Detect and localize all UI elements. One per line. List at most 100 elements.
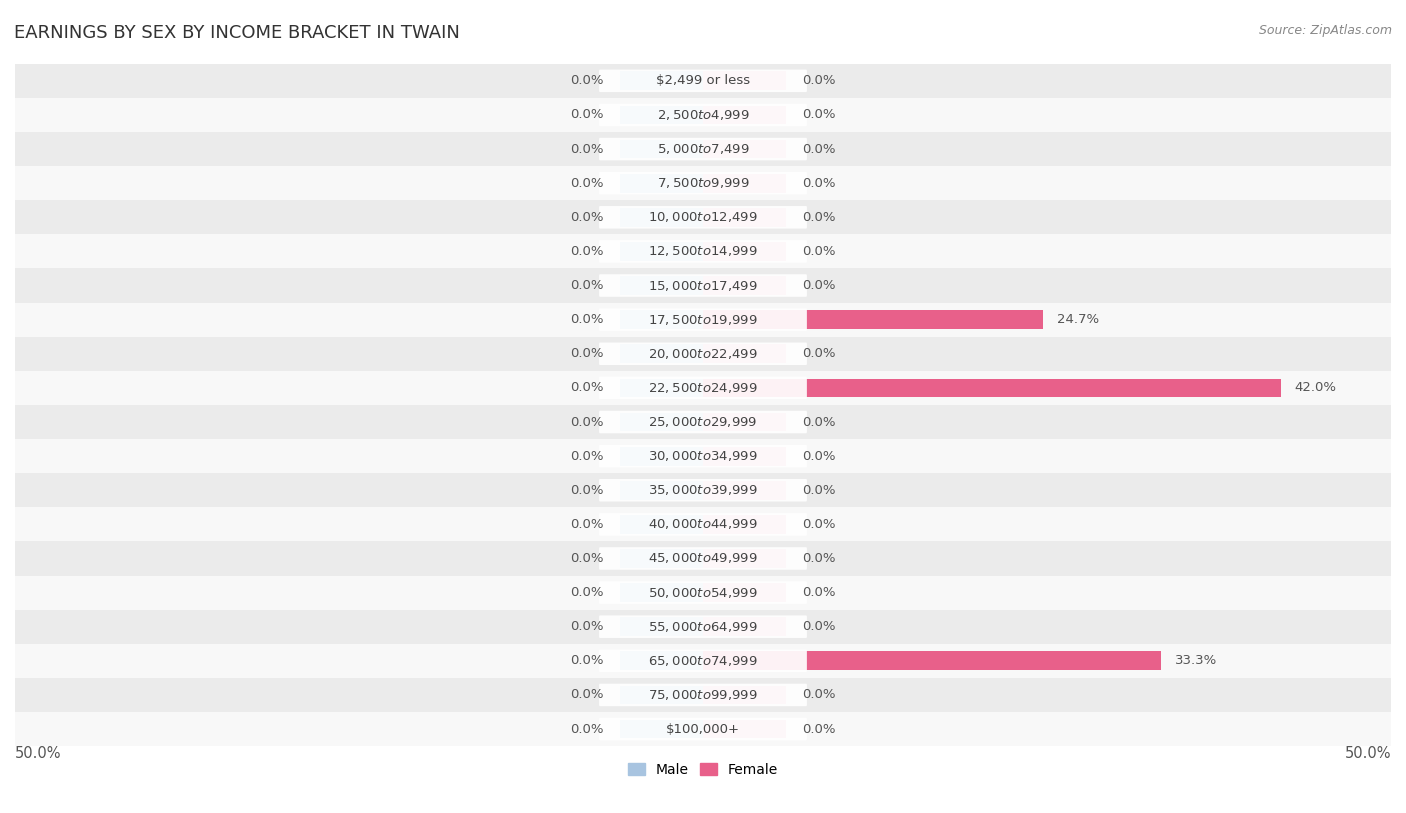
Text: 0.0%: 0.0%: [571, 347, 605, 360]
Text: $55,000 to $64,999: $55,000 to $64,999: [648, 620, 758, 633]
Legend: Male, Female: Male, Female: [628, 763, 778, 776]
Text: 0.0%: 0.0%: [801, 450, 835, 463]
FancyBboxPatch shape: [599, 411, 807, 433]
Text: 0.0%: 0.0%: [571, 381, 605, 394]
Bar: [15, 507, 1391, 541]
Bar: [620, 72, 703, 90]
Bar: [703, 311, 1043, 329]
Bar: [620, 106, 703, 124]
Bar: [15, 132, 1391, 166]
Text: 42.0%: 42.0%: [1295, 381, 1337, 394]
Text: $5,000 to $7,499: $5,000 to $7,499: [657, 142, 749, 156]
Bar: [15, 473, 1391, 507]
Bar: [15, 610, 1391, 644]
Bar: [703, 106, 786, 124]
Bar: [703, 447, 786, 466]
Bar: [703, 208, 786, 227]
Bar: [15, 63, 1391, 98]
FancyBboxPatch shape: [599, 172, 807, 194]
Text: Source: ZipAtlas.com: Source: ZipAtlas.com: [1258, 24, 1392, 37]
Bar: [703, 379, 1281, 398]
Bar: [620, 480, 703, 500]
Text: $12,500 to $14,999: $12,500 to $14,999: [648, 245, 758, 259]
Bar: [620, 174, 703, 193]
Text: 0.0%: 0.0%: [571, 415, 605, 428]
Text: 0.0%: 0.0%: [571, 108, 605, 121]
Bar: [703, 583, 786, 602]
FancyBboxPatch shape: [599, 650, 807, 672]
FancyBboxPatch shape: [599, 274, 807, 297]
Bar: [620, 379, 703, 398]
Bar: [620, 549, 703, 567]
Text: 0.0%: 0.0%: [801, 552, 835, 565]
FancyBboxPatch shape: [599, 138, 807, 160]
Bar: [703, 276, 786, 295]
FancyBboxPatch shape: [599, 718, 807, 741]
Text: $17,500 to $19,999: $17,500 to $19,999: [648, 313, 758, 327]
FancyBboxPatch shape: [599, 615, 807, 638]
Bar: [703, 345, 786, 363]
FancyBboxPatch shape: [599, 342, 807, 365]
Text: 0.0%: 0.0%: [801, 415, 835, 428]
Bar: [620, 242, 703, 261]
FancyBboxPatch shape: [599, 684, 807, 706]
Bar: [703, 242, 786, 261]
Text: 0.0%: 0.0%: [801, 347, 835, 360]
Bar: [15, 405, 1391, 439]
Text: $25,000 to $29,999: $25,000 to $29,999: [648, 415, 758, 429]
Text: 0.0%: 0.0%: [571, 689, 605, 702]
Text: 0.0%: 0.0%: [571, 211, 605, 224]
Bar: [620, 447, 703, 466]
Bar: [620, 583, 703, 602]
FancyBboxPatch shape: [599, 581, 807, 604]
Text: 33.3%: 33.3%: [1175, 654, 1218, 667]
Text: 0.0%: 0.0%: [801, 518, 835, 531]
Text: $20,000 to $22,499: $20,000 to $22,499: [648, 347, 758, 361]
Bar: [620, 720, 703, 738]
Text: 0.0%: 0.0%: [801, 723, 835, 736]
Bar: [15, 98, 1391, 132]
FancyBboxPatch shape: [599, 206, 807, 228]
Text: $40,000 to $44,999: $40,000 to $44,999: [648, 517, 758, 532]
Bar: [703, 413, 786, 432]
Text: 0.0%: 0.0%: [801, 74, 835, 87]
Text: EARNINGS BY SEX BY INCOME BRACKET IN TWAIN: EARNINGS BY SEX BY INCOME BRACKET IN TWA…: [14, 24, 460, 42]
Bar: [620, 276, 703, 295]
Text: 0.0%: 0.0%: [571, 74, 605, 87]
Bar: [15, 200, 1391, 234]
Text: $30,000 to $34,999: $30,000 to $34,999: [648, 449, 758, 463]
Text: $100,000+: $100,000+: [666, 723, 740, 736]
FancyBboxPatch shape: [599, 479, 807, 502]
Text: 0.0%: 0.0%: [571, 484, 605, 497]
Text: 50.0%: 50.0%: [1344, 746, 1391, 761]
Text: 0.0%: 0.0%: [571, 313, 605, 326]
FancyBboxPatch shape: [599, 104, 807, 126]
Text: 50.0%: 50.0%: [15, 746, 62, 761]
Text: $75,000 to $99,999: $75,000 to $99,999: [648, 688, 758, 702]
Bar: [703, 515, 786, 534]
Bar: [15, 644, 1391, 678]
Text: 0.0%: 0.0%: [571, 518, 605, 531]
Text: 0.0%: 0.0%: [571, 654, 605, 667]
Text: 0.0%: 0.0%: [801, 176, 835, 189]
Bar: [15, 166, 1391, 200]
Bar: [620, 515, 703, 534]
Bar: [703, 720, 786, 738]
Text: 0.0%: 0.0%: [571, 279, 605, 292]
Text: 0.0%: 0.0%: [801, 142, 835, 155]
Bar: [703, 685, 786, 704]
Bar: [703, 140, 786, 159]
Bar: [620, 311, 703, 329]
Bar: [15, 371, 1391, 405]
Text: 0.0%: 0.0%: [801, 484, 835, 497]
Text: $65,000 to $74,999: $65,000 to $74,999: [648, 654, 758, 667]
Text: $50,000 to $54,999: $50,000 to $54,999: [648, 585, 758, 600]
Bar: [703, 617, 786, 636]
Text: 24.7%: 24.7%: [1057, 313, 1098, 326]
Bar: [703, 651, 1161, 670]
Text: 0.0%: 0.0%: [571, 620, 605, 633]
Bar: [15, 576, 1391, 610]
FancyBboxPatch shape: [599, 513, 807, 536]
Bar: [703, 480, 786, 500]
Text: 0.0%: 0.0%: [801, 586, 835, 599]
